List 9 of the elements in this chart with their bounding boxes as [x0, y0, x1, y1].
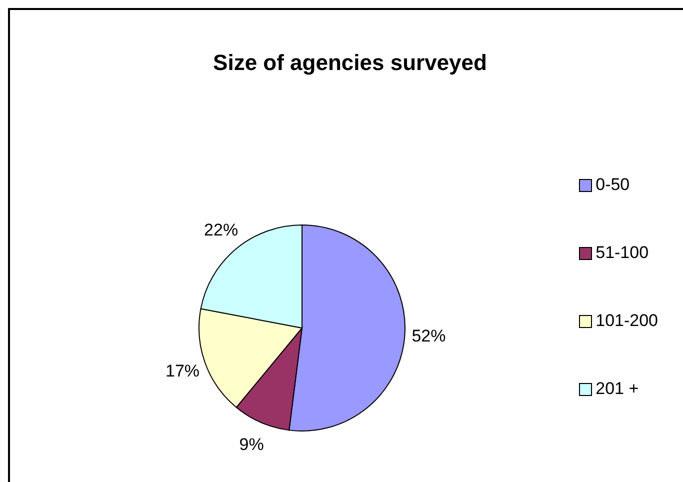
legend-label: 0-50 [596, 175, 630, 195]
data-label: 17% [165, 362, 200, 381]
data-label: 52% [412, 326, 446, 346]
legend-label: 51-100 [596, 243, 649, 263]
data-label: 9% [239, 435, 264, 454]
data-label: 22% [204, 220, 238, 240]
legend-label: 101-200 [596, 311, 658, 331]
chart-title: Size of agencies surveyed [212, 50, 488, 76]
legend-label: 201 + [596, 379, 639, 399]
